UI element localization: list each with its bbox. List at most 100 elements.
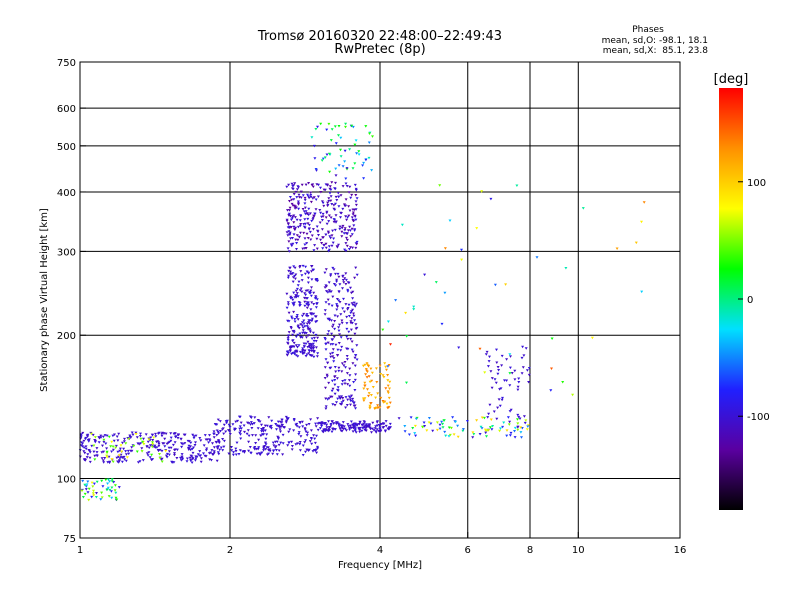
data-point [299, 196, 303, 199]
data-point [257, 438, 261, 442]
data-point [337, 164, 341, 167]
data-point [331, 420, 334, 423]
data-point [516, 413, 520, 417]
data-point [287, 250, 291, 253]
data-point [193, 444, 197, 447]
data-point [349, 420, 353, 423]
data-point [141, 459, 145, 462]
data-point [193, 459, 197, 462]
data-point [232, 451, 235, 454]
data-point [325, 423, 329, 427]
data-point [241, 450, 245, 453]
data-point [352, 381, 356, 384]
data-point [438, 184, 442, 187]
data-point [106, 478, 110, 481]
data-point [199, 460, 203, 464]
data-point [506, 416, 510, 419]
data-point [520, 372, 524, 375]
data-point [173, 453, 176, 457]
data-point [311, 216, 315, 220]
data-point [297, 431, 301, 434]
data-point [150, 453, 154, 457]
data-point [341, 397, 345, 400]
data-point [312, 303, 316, 306]
data-point [312, 291, 316, 295]
data-point [332, 204, 336, 207]
data-point [173, 432, 177, 435]
data-point [362, 422, 366, 426]
data-point [388, 422, 392, 426]
data-point [310, 278, 314, 281]
data-point [286, 417, 290, 420]
data-point [296, 238, 300, 242]
data-point [285, 354, 289, 357]
data-point [340, 321, 344, 325]
data-point [188, 456, 192, 460]
data-point [340, 401, 344, 404]
data-point [255, 452, 259, 456]
data-point [294, 443, 298, 446]
data-point [114, 491, 118, 495]
data-point [300, 274, 304, 277]
data-point [160, 460, 164, 463]
data-point [367, 141, 371, 144]
data-point [333, 392, 337, 396]
data-point [147, 446, 151, 450]
data-point [291, 276, 295, 279]
data-point [549, 389, 553, 392]
data-point [500, 364, 504, 367]
data-point [498, 429, 502, 433]
data-point [110, 440, 114, 444]
data-point [100, 479, 104, 483]
data-point [384, 424, 388, 428]
data-point [323, 313, 327, 316]
data-point [212, 432, 216, 436]
data-point [331, 348, 335, 351]
data-point [148, 456, 152, 459]
data-point [339, 136, 343, 140]
data-point [119, 444, 123, 447]
data-point [329, 274, 333, 278]
data-point [140, 447, 144, 450]
data-point [365, 362, 369, 365]
data-point [319, 238, 323, 242]
data-point [347, 315, 351, 318]
data-point [344, 177, 348, 180]
data-point [164, 454, 168, 458]
data-point [187, 444, 191, 448]
data-point [353, 214, 357, 218]
data-point [581, 207, 585, 210]
data-point [292, 310, 296, 314]
data-point [306, 281, 310, 284]
data-point [287, 269, 291, 273]
data-point [374, 431, 378, 434]
data-point [327, 426, 331, 429]
data-point [343, 361, 347, 364]
x-tick-label: 6 [465, 545, 471, 556]
data-point [323, 337, 327, 340]
data-point [180, 456, 184, 460]
data-point [145, 452, 149, 455]
data-point [336, 386, 340, 389]
data-point [138, 435, 142, 438]
data-point [151, 442, 155, 446]
data-point [298, 304, 302, 307]
data-point [498, 404, 502, 408]
stats-heading: Phases [632, 25, 664, 35]
data-point [327, 197, 331, 200]
data-point [292, 345, 296, 349]
data-point [318, 221, 322, 224]
data-point [353, 162, 357, 165]
data-point [405, 381, 408, 385]
data-point [318, 209, 322, 212]
data-point [345, 327, 349, 331]
data-point [340, 235, 344, 238]
data-point [615, 247, 619, 250]
data-point [179, 437, 183, 441]
data-point [290, 182, 294, 186]
data-point [291, 215, 295, 218]
data-point [116, 450, 120, 454]
data-point [329, 195, 333, 198]
data-point [83, 492, 87, 496]
